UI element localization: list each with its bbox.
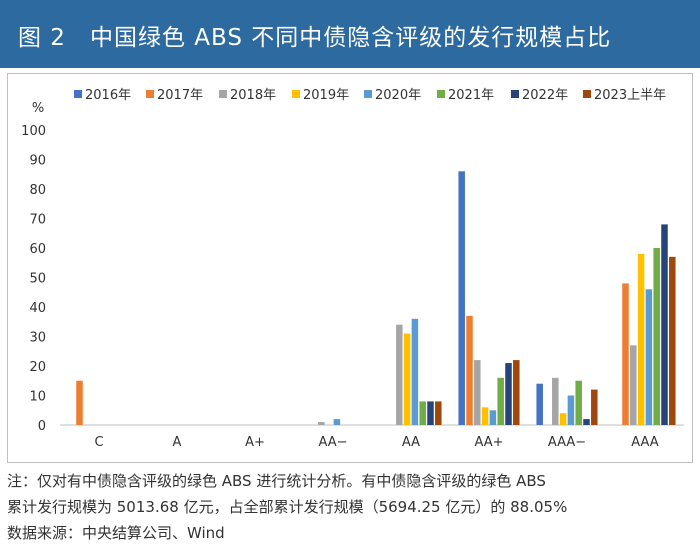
x-tick-label: AAA [631, 435, 659, 450]
y-tick-label: 20 [29, 360, 46, 375]
figure-title: 图 2 中国绿色 ABS 不同中债隐含评级的发行规模占比 [18, 25, 612, 51]
bar [583, 419, 590, 425]
bar [481, 407, 489, 425]
legend-entry: 2018年 [230, 88, 276, 103]
legend-entry: 2016年 [85, 88, 131, 103]
bar [333, 419, 341, 425]
bar [458, 171, 465, 425]
x-tick-label: AAA− [548, 435, 586, 450]
legend-swatch [583, 90, 591, 98]
legend-swatch [437, 90, 445, 98]
y-tick-label: 30 [29, 331, 46, 346]
legend-swatch [511, 90, 519, 98]
bar [669, 256, 676, 425]
bar [653, 248, 660, 425]
bar [411, 318, 419, 425]
bar [489, 410, 497, 425]
x-tick-label: AA+ [474, 435, 503, 450]
legend-entry: 2019年 [303, 88, 349, 103]
bar [76, 380, 83, 425]
bar [419, 401, 426, 425]
figure-header: 图 2 中国绿色 ABS 不同中债隐含评级的发行规模占比 [0, 0, 700, 68]
legend-entry: 2021年 [448, 88, 494, 103]
bar [552, 377, 559, 425]
bar [427, 401, 434, 425]
y-axis-unit-label: % [32, 101, 44, 116]
bar [575, 380, 582, 425]
legend-entry: 2017年 [157, 88, 203, 103]
x-tick-label: C [94, 435, 103, 450]
chart-container: % 0 10 20 30 40 50 60 70 80 90 100 C A A+ AA− AA AA+ AAA− A… [7, 73, 693, 463]
x-tick-label: A+ [245, 435, 265, 450]
bar [645, 289, 653, 425]
bar [435, 401, 442, 425]
x-tick-label: A [173, 435, 182, 450]
bar [396, 324, 403, 425]
x-tick-label: AA [402, 435, 420, 450]
bar [622, 283, 629, 425]
y-tick-label: 90 [29, 154, 46, 169]
bar [505, 363, 512, 425]
legend-entry: 2023上半年 [594, 88, 666, 103]
y-tick-label: 100 [21, 124, 46, 139]
y-tick-label: 60 [29, 242, 46, 257]
bar [403, 333, 411, 425]
y-tick-label: 50 [29, 272, 46, 287]
data-source-note: 数据来源：中央结算公司、Wind [7, 524, 225, 542]
legend-entry: 2022年 [522, 88, 568, 103]
bar [466, 315, 473, 425]
y-tick-label: 40 [29, 301, 46, 316]
bar [630, 345, 637, 425]
legend-swatch [219, 90, 227, 98]
bar [513, 360, 520, 425]
bar [661, 224, 668, 425]
bar [637, 253, 645, 425]
y-tick-label: 70 [29, 213, 46, 228]
bar [318, 422, 325, 425]
legend-swatch [292, 90, 300, 98]
y-tick-label: 0 [38, 419, 46, 434]
bar [591, 389, 598, 425]
footnote-line-1: 注：仅对有中债隐含评级的绿色 ABS 进行统计分析。有中债隐含评级的绿色 ABS [7, 472, 546, 490]
y-tick-label: 10 [29, 390, 46, 405]
bar [559, 413, 567, 425]
bar [497, 377, 504, 425]
bar [536, 383, 543, 425]
legend-swatch [364, 90, 372, 98]
bar [567, 395, 575, 425]
bar [474, 360, 481, 425]
legend-swatch [74, 90, 82, 98]
legend-swatch [146, 90, 154, 98]
legend-entry: 2020年 [375, 88, 421, 103]
y-tick-label: 80 [29, 183, 46, 198]
footnote-line-2: 累计发行规模为 5013.68 亿元，占全部累计发行规模（5694.25 亿元）… [7, 498, 568, 516]
x-tick-label: AA− [318, 435, 347, 450]
